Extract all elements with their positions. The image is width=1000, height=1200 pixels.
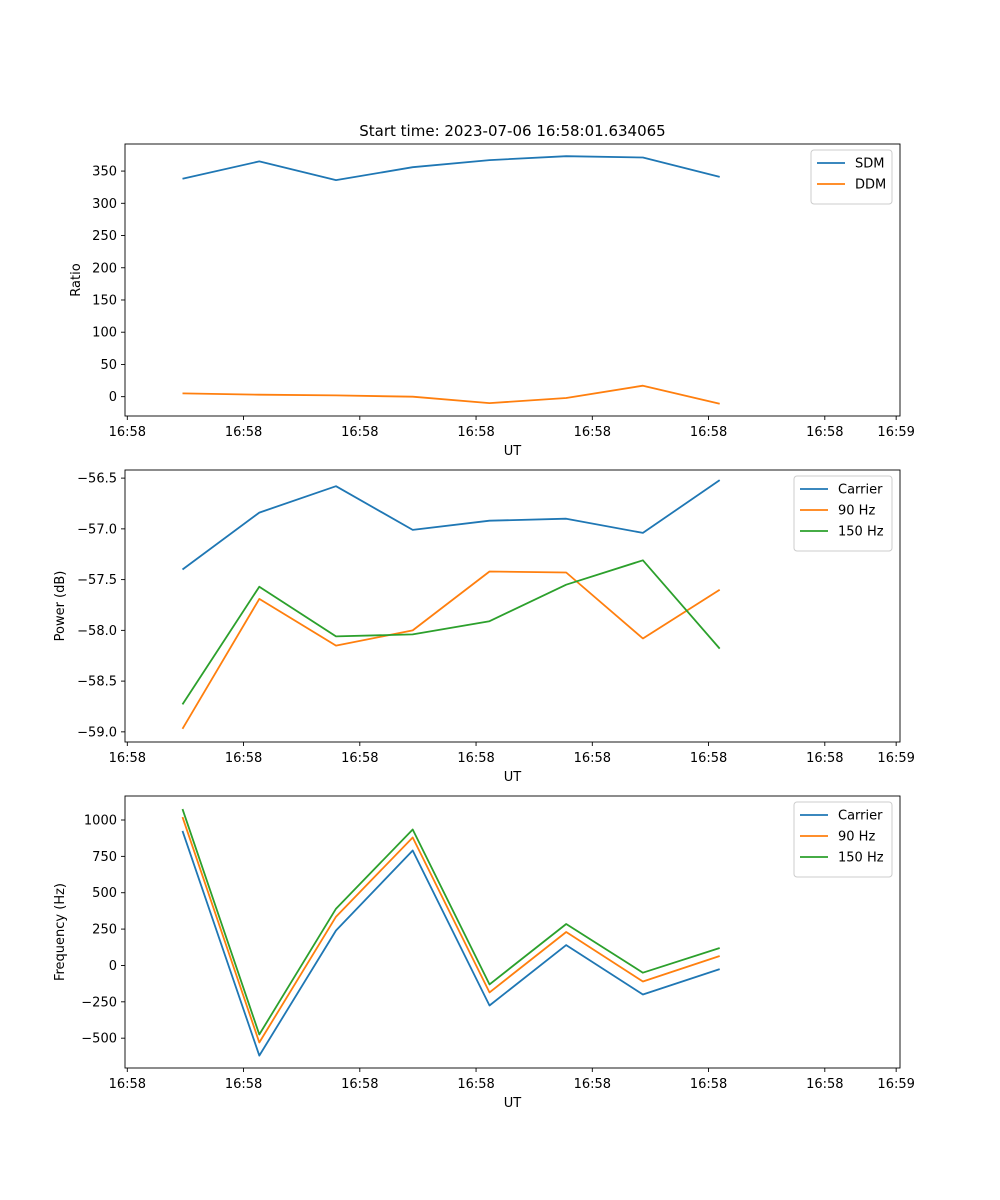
power-legend-label: 90 Hz bbox=[838, 504, 875, 519]
ratio-y-tick-label: 100 bbox=[92, 326, 117, 341]
frequency-series-carrier-line bbox=[181, 830, 720, 1057]
frequency-axes-frame bbox=[124, 795, 901, 1069]
ratio-y-tick-label: 200 bbox=[92, 261, 117, 276]
power-legend-box bbox=[793, 475, 893, 552]
power-series-90-hz-line bbox=[181, 570, 721, 730]
ratio-series-ddm-line bbox=[182, 384, 720, 405]
power-y-axis-label: Power (dB) bbox=[53, 571, 68, 642]
frequency-x-tick-label: 16:59 bbox=[877, 1077, 914, 1092]
ratio-panel: 16:58 16:58 16:58 16:58 16:58 16:58 16:58 16:59… bbox=[69, 143, 915, 459]
power-y-tick-label: −57.0 bbox=[77, 522, 117, 537]
power-axes-frame bbox=[124, 469, 901, 743]
power-legend-label: Carrier bbox=[838, 483, 883, 498]
ratio-legend-label: DDM bbox=[855, 178, 886, 193]
frequency-x-tick-label: 16:58 bbox=[806, 1077, 843, 1092]
power-y-tick-label: −57.5 bbox=[77, 573, 117, 588]
ratio-y-tick-label: 50 bbox=[100, 358, 117, 373]
ratio-y-tick-label: 250 bbox=[92, 229, 117, 244]
ratio-y-axis-label: Ratio bbox=[69, 263, 84, 296]
frequency-legend-label: 150 Hz bbox=[838, 851, 884, 866]
power-series-150-hz-line bbox=[181, 559, 721, 705]
frequency-x-tick-label: 16:58 bbox=[574, 1077, 611, 1092]
power-x-tick-label: 16:59 bbox=[877, 751, 914, 766]
frequency-y-tick-label: 1000 bbox=[84, 814, 117, 829]
frequency-legend-box bbox=[793, 801, 893, 878]
frequency-legend-label: Carrier bbox=[838, 809, 883, 824]
power-x-tick-label: 16:58 bbox=[574, 751, 611, 766]
frequency-y-tick-label: −500 bbox=[81, 1032, 117, 1047]
power-panel: 16:58 16:58 16:58 16:58 16:58 16:58 16:58 16:59… bbox=[53, 469, 915, 785]
power-y-tick-label: −56.5 bbox=[77, 472, 117, 487]
ratio-x-tick-label: 16:58 bbox=[457, 425, 494, 440]
power-x-tick-label: 16:58 bbox=[457, 751, 494, 766]
ratio-axes-frame bbox=[124, 143, 901, 417]
power-y-tick-label: −58.5 bbox=[77, 675, 117, 690]
frequency-y-tick-label: 750 bbox=[92, 850, 117, 865]
frequency-y-tick-label: 500 bbox=[92, 886, 117, 901]
figure-title: Start time: 2023-07-06 16:58:01.634065 bbox=[359, 122, 665, 140]
frequency-x-tick-label: 16:58 bbox=[690, 1077, 727, 1092]
power-x-tick-label: 16:58 bbox=[806, 751, 843, 766]
ratio-x-tick-label: 16:58 bbox=[341, 425, 378, 440]
ratio-y-tick-label: 300 bbox=[92, 197, 117, 212]
frequency-x-tick-label: 16:58 bbox=[225, 1077, 262, 1092]
ratio-x-tick-label: 16:58 bbox=[574, 425, 611, 440]
power-y-tick-label: −59.0 bbox=[77, 725, 117, 740]
ratio-x-tick-label: 16:58 bbox=[806, 425, 843, 440]
ratio-y-tick-label: 350 bbox=[92, 165, 117, 180]
ratio-x-tick-label: 16:58 bbox=[109, 425, 146, 440]
frequency-series-150-hz-line bbox=[181, 808, 720, 1036]
power-legend-label: 150 Hz bbox=[838, 525, 884, 540]
frequency-legend-label: 90 Hz bbox=[838, 830, 875, 845]
power-x-tick-label: 16:58 bbox=[341, 751, 378, 766]
frequency-panel: 16:58 16:58 16:58 16:58 16:58 16:58 16:58 16:59… bbox=[53, 795, 915, 1111]
power-y-tick-label: −58.0 bbox=[77, 624, 117, 639]
ratio-x-axis-label: UT bbox=[504, 444, 522, 459]
frequency-x-axis-label: UT bbox=[504, 1096, 522, 1111]
ratio-x-tick-label: 16:58 bbox=[690, 425, 727, 440]
frequency-x-tick-label: 16:58 bbox=[457, 1077, 494, 1092]
power-x-axis-label: UT bbox=[504, 770, 522, 785]
power-x-tick-label: 16:58 bbox=[225, 751, 262, 766]
frequency-y-tick-label: −250 bbox=[81, 995, 117, 1010]
frequency-x-tick-label: 16:58 bbox=[341, 1077, 378, 1092]
frequency-y-tick-label: 0 bbox=[109, 959, 117, 974]
frequency-y-tick-label: 250 bbox=[92, 923, 117, 938]
ratio-series-sdm-line bbox=[182, 155, 720, 182]
frequency-y-axis-label: Frequency (Hz) bbox=[53, 883, 68, 981]
ratio-y-tick-label: 150 bbox=[92, 293, 117, 308]
power-series-carrier-line bbox=[181, 479, 721, 571]
frequency-x-tick-label: 16:58 bbox=[109, 1077, 146, 1092]
power-x-tick-label: 16:58 bbox=[690, 751, 727, 766]
ratio-x-tick-label: 16:59 bbox=[877, 425, 914, 440]
ratio-legend-label: SDM bbox=[855, 157, 884, 172]
ratio-y-tick-label: 0 bbox=[109, 390, 117, 405]
power-x-tick-label: 16:58 bbox=[109, 751, 146, 766]
ratio-x-tick-label: 16:58 bbox=[225, 425, 262, 440]
frequency-series-90-hz-line bbox=[181, 816, 720, 1044]
